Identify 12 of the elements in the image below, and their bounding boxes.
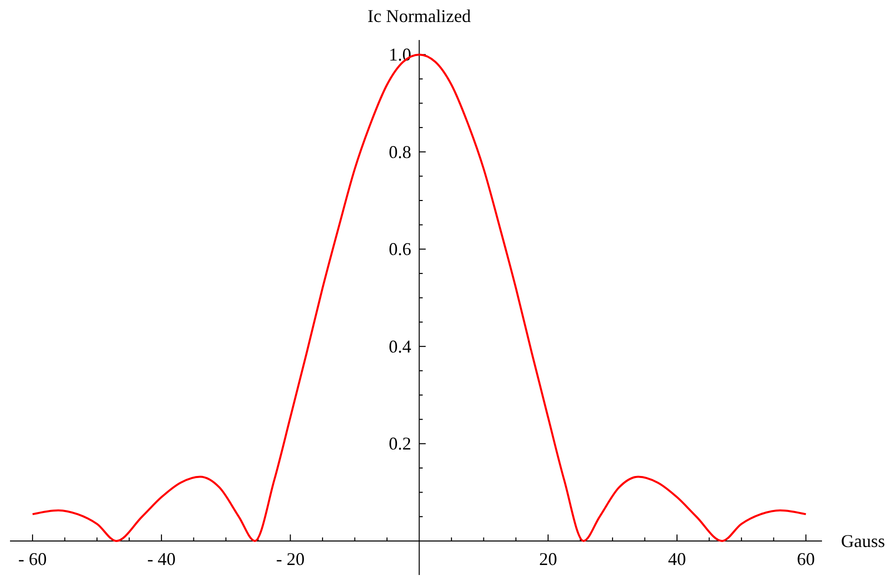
y-tick-label: 0.6 (388, 239, 412, 260)
x-tick-label: - 60 (18, 548, 47, 569)
y-tick-label: 0.4 (388, 336, 412, 356)
x-tick-label: - 40 (147, 548, 176, 569)
y-axis-title: Ic Normalized (367, 6, 471, 26)
x-tick-label: 60 (796, 548, 815, 569)
x-tick-label: - 20 (276, 548, 305, 569)
x-tick-label: 40 (668, 548, 686, 569)
y-tick-label: 0.8 (388, 142, 412, 162)
x-axis-title: Gauss (841, 530, 885, 551)
x-tick-label: 20 (539, 548, 558, 569)
y-tick-label: 0.2 (388, 434, 412, 454)
